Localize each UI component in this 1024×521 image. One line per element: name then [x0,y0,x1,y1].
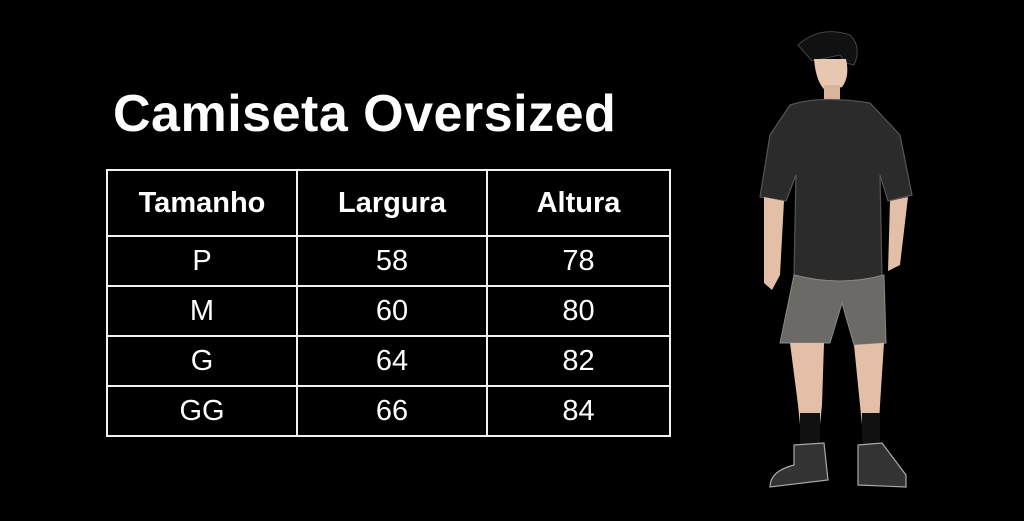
cell-size: M [106,285,298,337]
cell-width: 58 [296,235,488,287]
cell-length: 78 [486,235,671,287]
table-header-row: Tamanho Largura Altura [106,169,671,237]
model-right-arm [888,197,908,271]
model-left-shoe [769,442,829,488]
table-row: G 64 82 [106,335,671,387]
header-length: Altura [486,169,671,237]
header-size: Tamanho [106,169,298,237]
table-row: P 58 78 [106,235,671,287]
cell-size: G [106,335,298,387]
model-right-sock [862,413,880,449]
cell-length: 82 [486,335,671,387]
model-hair [797,31,858,66]
cell-width: 66 [296,385,488,437]
model-left-sock [800,413,820,449]
size-table: Tamanho Largura Altura P 58 78 M 60 80 G… [106,169,671,437]
model-neck [824,85,840,101]
cell-size: P [106,235,298,287]
table-row: GG 66 84 [106,385,671,437]
page-title: Camiseta Oversized [113,85,617,143]
table-row: M 60 80 [106,285,671,337]
model-illustration [759,31,913,488]
model-right-shoe [857,442,907,488]
cell-size: GG [106,385,298,437]
cell-width: 64 [296,335,488,387]
cell-length: 80 [486,285,671,337]
model-shorts [779,274,887,346]
cell-width: 60 [296,285,488,337]
header-width: Largura [296,169,488,237]
cell-length: 84 [486,385,671,437]
model-left-arm [764,197,784,290]
model-head [814,59,848,91]
